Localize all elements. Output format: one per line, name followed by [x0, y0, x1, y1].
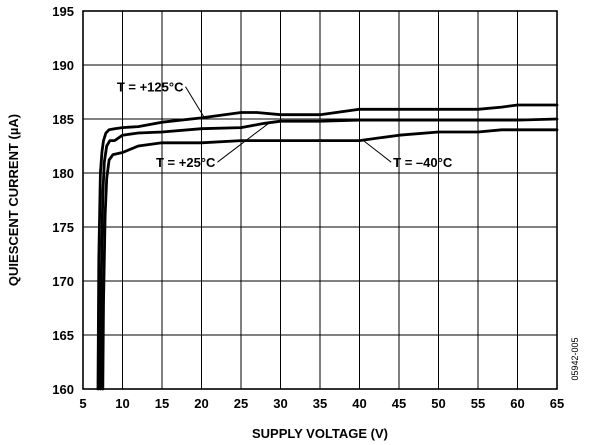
y-tick-label: 195 — [52, 4, 74, 19]
x-tick-label: 35 — [313, 396, 327, 411]
series-lines — [96, 103, 559, 391]
x-tick-labels: 5 10 15 20 25 30 35 40 45 50 55 60 65 — [79, 396, 564, 411]
series-line-1 — [99, 117, 559, 391]
x-tick-label: 40 — [352, 396, 366, 411]
x-tick-label: 25 — [234, 396, 248, 411]
y-axis-title: QUIESCENT CURRENT (µA) — [6, 114, 21, 286]
annotation-labels: T = +125°C T = +25°C T = –40°C — [117, 80, 453, 171]
y-tick-label: 190 — [52, 58, 74, 73]
y-tick-label: 165 — [52, 328, 74, 343]
y-tick-labels: 160 165 170 175 180 185 190 195 — [52, 4, 74, 397]
x-tick-label: 60 — [510, 396, 524, 411]
x-tick-label: 15 — [155, 396, 169, 411]
x-axis-title: SUPPLY VOLTAGE (V) — [252, 426, 388, 441]
annotation-leader-0 — [185, 86, 205, 118]
y-tick-label: 170 — [52, 274, 74, 289]
annotation-leaders — [185, 86, 392, 163]
y-tick-label: 185 — [52, 112, 74, 127]
x-tick-label: 55 — [471, 396, 485, 411]
annotation-leader-2 — [363, 140, 392, 163]
annotation-label-2: T = –40°C — [393, 155, 453, 170]
y-tick-label: 175 — [52, 220, 74, 235]
series-line-2 — [101, 128, 559, 391]
x-tick-label: 10 — [115, 396, 129, 411]
annotation-leader-1 — [217, 122, 269, 163]
x-tick-label: 5 — [79, 396, 86, 411]
plot-frame — [82, 10, 558, 390]
x-tick-label: 45 — [392, 396, 406, 411]
x-tick-label: 50 — [431, 396, 445, 411]
y-tick-label: 160 — [52, 382, 74, 397]
y-tick-label: 180 — [52, 166, 74, 181]
figure-id: 05942-005 — [570, 337, 580, 380]
grid-lines — [82, 10, 558, 390]
annotation-label-1: T = +25°C — [156, 155, 216, 170]
series-line-0 — [96, 103, 559, 391]
x-tick-label: 30 — [273, 396, 287, 411]
annotation-label-0: T = +125°C — [117, 80, 184, 95]
x-tick-label: 65 — [550, 396, 564, 411]
x-tick-label: 20 — [194, 396, 208, 411]
